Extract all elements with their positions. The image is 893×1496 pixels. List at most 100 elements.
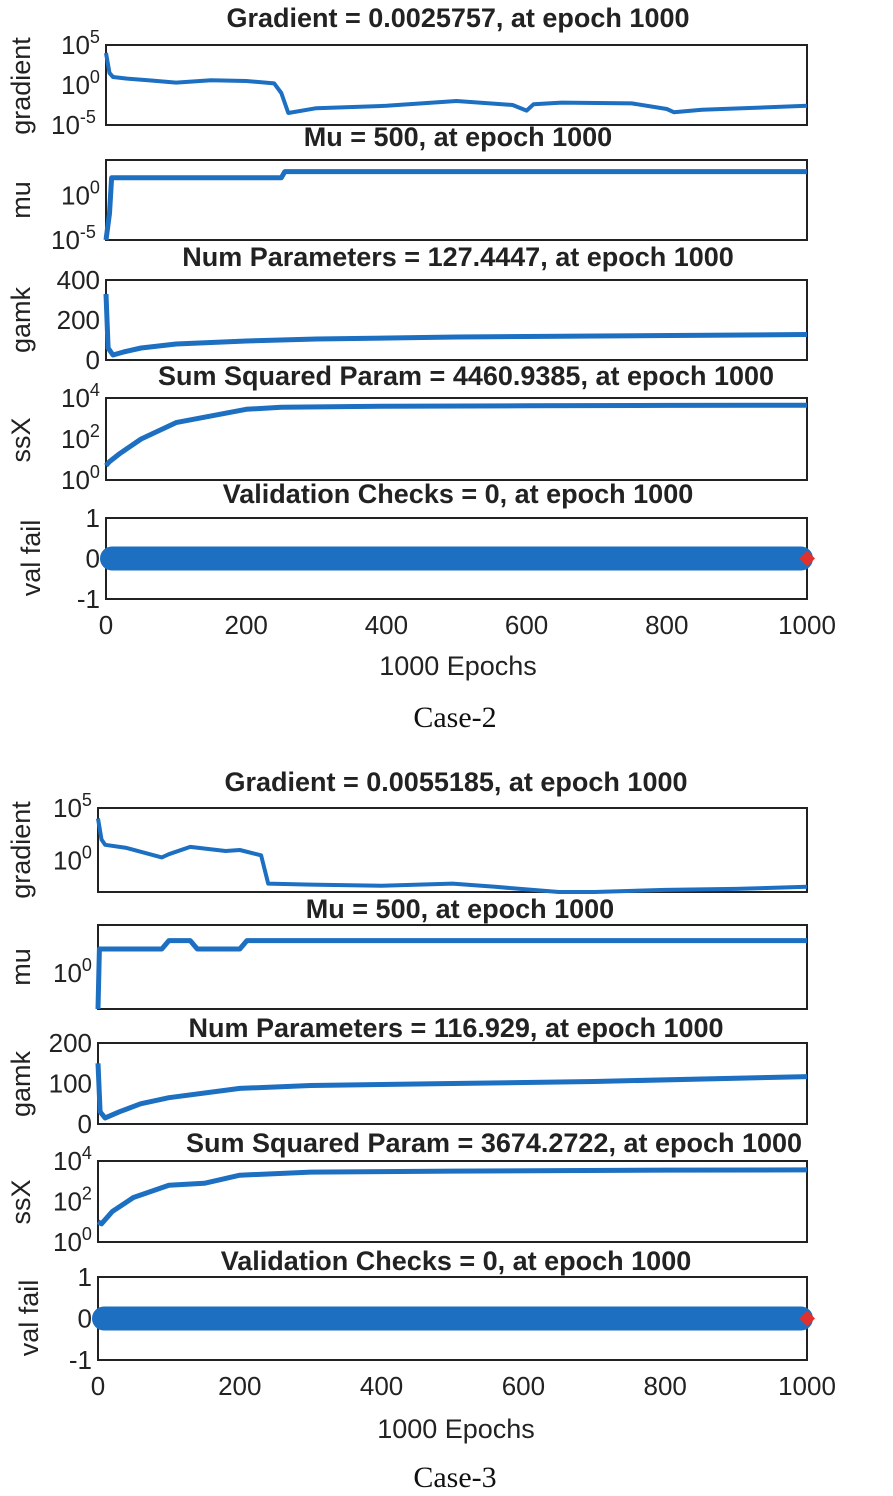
y-tick-exponent: 4 [82, 1143, 92, 1163]
y-tick-label: 100 [53, 843, 92, 876]
y-tick-labels: 100 10-5 [51, 178, 100, 255]
y-tick-labels: 104 102 100 [61, 380, 100, 495]
case-3-panel-gamk: Num Parameters = 116.929, at epoch 1000 … [6, 1013, 808, 1139]
case-3-caption: Case-3 [413, 1461, 496, 1494]
y-tick-label: 0 [86, 345, 100, 375]
case-2-panel-gamk: Num Parameters = 127.4447, at epoch 1000… [6, 242, 808, 375]
y-tick-labels: 1 0 -1 [69, 1262, 92, 1375]
panel-title: Sum Squared Param = 3674.2722, at epoch … [186, 1128, 802, 1158]
case-2-x-tick-labels: 0 200 400 600 800 1000 [99, 610, 836, 640]
ssx-series-line [96, 1167, 808, 1227]
ssx-series-line [104, 402, 808, 468]
case-2-figure: Gradient = 0.0025757, at epoch 1000 grad… [6, 3, 836, 734]
case-3-panel-gradient: Gradient = 0.0055185, at epoch 1000 grad… [6, 767, 808, 899]
y-tick-labels: 105 100 [53, 790, 92, 876]
x-tick-label: 600 [502, 1371, 545, 1401]
y-tick-label: 104 [53, 1143, 92, 1176]
plot-area [105, 397, 808, 481]
y-tick-label: 100 [53, 1224, 92, 1257]
y-tick-label: 105 [61, 27, 100, 60]
final-epoch-marker [799, 1310, 815, 1327]
x-tick-label: 800 [645, 610, 688, 640]
y-tick-label: -1 [77, 584, 100, 614]
panel-title: Validation Checks = 0, at epoch 1000 [221, 1246, 691, 1276]
y-axis-label: gamk [6, 1050, 36, 1117]
y-tick-label: 100 [61, 178, 100, 211]
case-3-x-axis-label: 1000 Epochs [377, 1414, 535, 1444]
panel-title: Gradient = 0.0055185, at epoch 1000 [224, 767, 687, 797]
case-2-caption: Case-2 [413, 701, 496, 734]
y-tick-label: 10-5 [51, 222, 96, 255]
y-tick-exponent: 0 [90, 178, 100, 198]
panel-title: Num Parameters = 127.4447, at epoch 1000 [182, 242, 734, 272]
y-tick-exponent: 4 [90, 380, 100, 400]
y-tick-label: 400 [57, 265, 100, 295]
y-tick-label: -1 [69, 1345, 92, 1375]
x-tick-label: 1000 [778, 610, 836, 640]
gradient-series-line [96, 818, 808, 894]
val-fail-series-band [92, 1306, 813, 1331]
y-tick-label: 105 [53, 790, 92, 823]
case-3-panel-val-fail: Validation Checks = 0, at epoch 1000 val… [14, 1246, 815, 1375]
case-3-panel-ssx: Sum Squared Param = 3674.2722, at epoch … [6, 1128, 808, 1257]
y-axis-label: gradient [6, 37, 36, 135]
x-tick-label: 0 [91, 1371, 105, 1401]
y-tick-exponent: 2 [82, 1184, 92, 1204]
y-tick-exponent: 5 [82, 790, 92, 810]
gamk-series-line [103, 293, 808, 358]
x-tick-label: 600 [505, 610, 548, 640]
case-3-x-tick-labels: 0 200 400 600 800 1000 [91, 1371, 836, 1401]
y-tick-label: 100 [61, 67, 100, 100]
y-tick-exponent: -5 [80, 222, 96, 242]
x-tick-label: 0 [99, 610, 113, 640]
y-axis-label: gradient [6, 801, 36, 899]
panel-title: Num Parameters = 116.929, at epoch 1000 [188, 1013, 723, 1043]
case-2-x-axis-label: 1000 Epochs [379, 651, 537, 681]
val-fail-series-band [100, 546, 813, 571]
x-tick-label: 400 [360, 1371, 403, 1401]
plot-area [97, 1042, 808, 1125]
panel-title: Mu = 500, at epoch 1000 [304, 122, 612, 152]
y-tick-label: 0 [78, 1109, 92, 1139]
mu-series-line [95, 938, 807, 1010]
y-tick-exponent: 0 [82, 843, 92, 863]
x-tick-label: 1000 [778, 1371, 836, 1401]
y-tick-label: 0 [78, 1304, 92, 1334]
y-axis-label: mu [6, 948, 36, 986]
plot-area [105, 279, 808, 361]
y-tick-label: 1 [78, 1262, 92, 1292]
plot-area [97, 1160, 808, 1243]
gradient-series-line [104, 52, 808, 115]
panel-title: Validation Checks = 0, at epoch 1000 [223, 479, 693, 509]
x-tick-label: 200 [218, 1371, 261, 1401]
y-tick-label: 200 [49, 1028, 92, 1058]
case-2-panel-val-fail: Validation Checks = 0, at epoch 1000 val… [16, 479, 815, 614]
y-tick-exponent: 0 [90, 67, 100, 87]
y-tick-label: 1 [86, 503, 100, 533]
y-axis-label: ssX [6, 417, 36, 462]
case-3-panel-mu: Mu = 500, at epoch 1000 mu 100 [6, 894, 808, 1010]
y-axis-label: val fail [14, 1280, 44, 1357]
y-tick-exponent: 0 [82, 1224, 92, 1244]
y-tick-label: 100 [61, 462, 100, 495]
case-3-figure: Gradient = 0.0055185, at epoch 1000 grad… [6, 767, 836, 1494]
y-tick-labels: 400 200 0 [57, 265, 100, 375]
x-tick-label: 400 [365, 610, 408, 640]
y-tick-exponent: -5 [80, 107, 96, 127]
y-axis-label: gamk [6, 286, 36, 353]
y-tick-label: 200 [57, 305, 100, 335]
y-tick-exponent: 5 [90, 27, 100, 47]
panel-title: Mu = 500, at epoch 1000 [306, 894, 614, 924]
panel-title: Sum Squared Param = 4460.9385, at epoch … [158, 361, 774, 391]
panel-title: Gradient = 0.0025757, at epoch 1000 [226, 3, 689, 33]
y-tick-labels: 100 [53, 955, 92, 988]
y-axis-label: ssX [6, 1179, 36, 1224]
y-tick-exponent: 0 [90, 462, 100, 482]
mu-series-line [103, 169, 807, 241]
y-tick-labels: 1 0 -1 [77, 503, 100, 614]
y-tick-label: 102 [53, 1184, 92, 1217]
y-tick-label: 10-5 [51, 107, 96, 140]
y-axis-label: val fail [16, 520, 46, 597]
gamk-series-line [95, 1063, 808, 1121]
